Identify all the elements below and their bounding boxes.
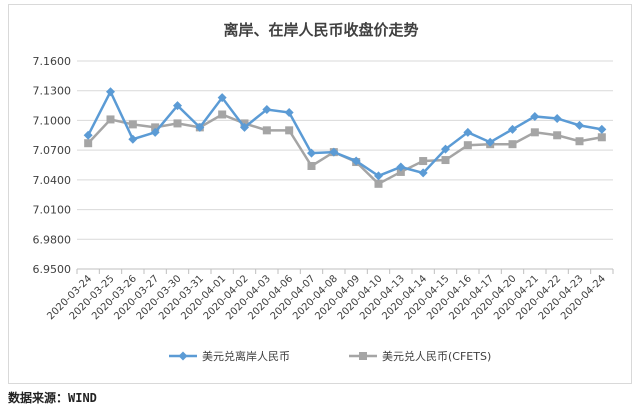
data-point: [396, 162, 406, 172]
legend-label: 美元兑离岸人民币: [202, 349, 290, 363]
data-point: [106, 115, 115, 124]
data-point: [441, 144, 450, 154]
data-point: [173, 101, 182, 111]
data-point: [553, 131, 562, 140]
data-point: [374, 171, 383, 181]
legend: 美元兑离岸人民币 美元兑人民币(CFETS): [169, 349, 491, 363]
chart-svg: 离岸、在岸人民币收盘价走势 7.16007.13007.10007.07007.…: [33, 21, 614, 363]
data-point: [151, 123, 160, 132]
data-point: [106, 87, 115, 97]
data-point: [508, 140, 517, 149]
data-point: [418, 168, 428, 178]
data-point: [262, 126, 271, 135]
data-point: [374, 179, 383, 188]
data-point: [575, 120, 584, 130]
data-point: [463, 141, 472, 150]
data-point: [552, 113, 562, 123]
data-point: [84, 139, 93, 148]
data-point: [262, 105, 272, 115]
data-point: [307, 161, 316, 170]
y-tick-label: 7.1300: [33, 85, 72, 98]
legend-marker: [359, 352, 367, 360]
data-point: [218, 110, 227, 119]
y-tick-label: 6.9800: [33, 233, 72, 246]
y-tick-label: 7.1000: [33, 114, 72, 127]
y-axis-ticks: 7.1600 7.1300 7.1000 7.0700 7.0400 7.0100 6.98…: [33, 55, 72, 276]
y-tick-label: 7.0700: [33, 144, 72, 157]
data-point: [508, 124, 517, 134]
data-point: [597, 124, 607, 134]
legend-item-1: 美元兑人民币(CFETS): [349, 349, 491, 363]
data-point: [195, 122, 205, 132]
data-point: [83, 130, 93, 140]
data-point: [128, 134, 138, 144]
data-point: [128, 120, 137, 129]
data-point: [485, 137, 495, 147]
data-point: [441, 156, 450, 165]
y-tick-label: 7.1600: [33, 55, 72, 68]
data-point: [284, 108, 294, 118]
chart-title: 离岸、在岸人民币收盘价走势: [223, 21, 418, 39]
data-point: [217, 93, 227, 103]
y-tick-label: 6.9500: [33, 263, 72, 276]
series-0: [83, 87, 607, 181]
data-point: [530, 111, 540, 121]
data-point: [575, 137, 584, 146]
x-axis-ticks: 2020-03-242020-03-252020-03-262020-03-27…: [45, 269, 614, 322]
legend-item-0: 美元兑离岸人民币: [169, 349, 290, 363]
data-point: [150, 127, 160, 137]
y-tick-label: 7.0100: [33, 204, 72, 217]
series-line: [87, 113, 603, 186]
grid-layer: [77, 60, 613, 270]
data-point: [285, 126, 294, 135]
data-point: [597, 133, 606, 142]
legend-marker: [178, 351, 188, 361]
data-point: [307, 148, 316, 158]
series-line: [87, 88, 603, 178]
data-point: [419, 157, 428, 166]
data-point: [463, 127, 473, 137]
legend-label: 美元兑人民币(CFETS): [382, 349, 491, 363]
chart-frame: 离岸、在岸人民币收盘价走势 7.1600 7.1300 7.1000 7.0700 7.…: [8, 4, 632, 384]
data-point: [173, 119, 182, 128]
series-layer: [83, 87, 607, 188]
y-tick-label: 7.0400: [33, 174, 72, 187]
data-point: [396, 167, 405, 176]
data-point: [351, 156, 361, 166]
data-point: [329, 147, 339, 157]
data-point: [530, 128, 539, 137]
source-note: 数据来源：WIND: [8, 391, 97, 405]
data-point: [240, 122, 249, 132]
